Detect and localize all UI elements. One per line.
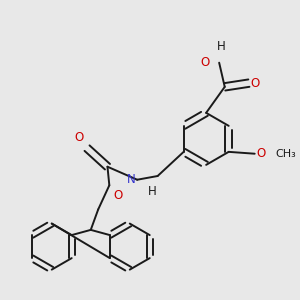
Text: H: H: [217, 40, 225, 53]
Text: CH₃: CH₃: [275, 149, 296, 159]
Text: O: O: [201, 56, 210, 69]
Text: H: H: [148, 185, 157, 198]
Text: O: O: [251, 76, 260, 90]
Text: N: N: [127, 173, 135, 186]
Text: O: O: [256, 147, 266, 160]
Text: O: O: [113, 189, 122, 202]
Text: O: O: [74, 131, 83, 144]
